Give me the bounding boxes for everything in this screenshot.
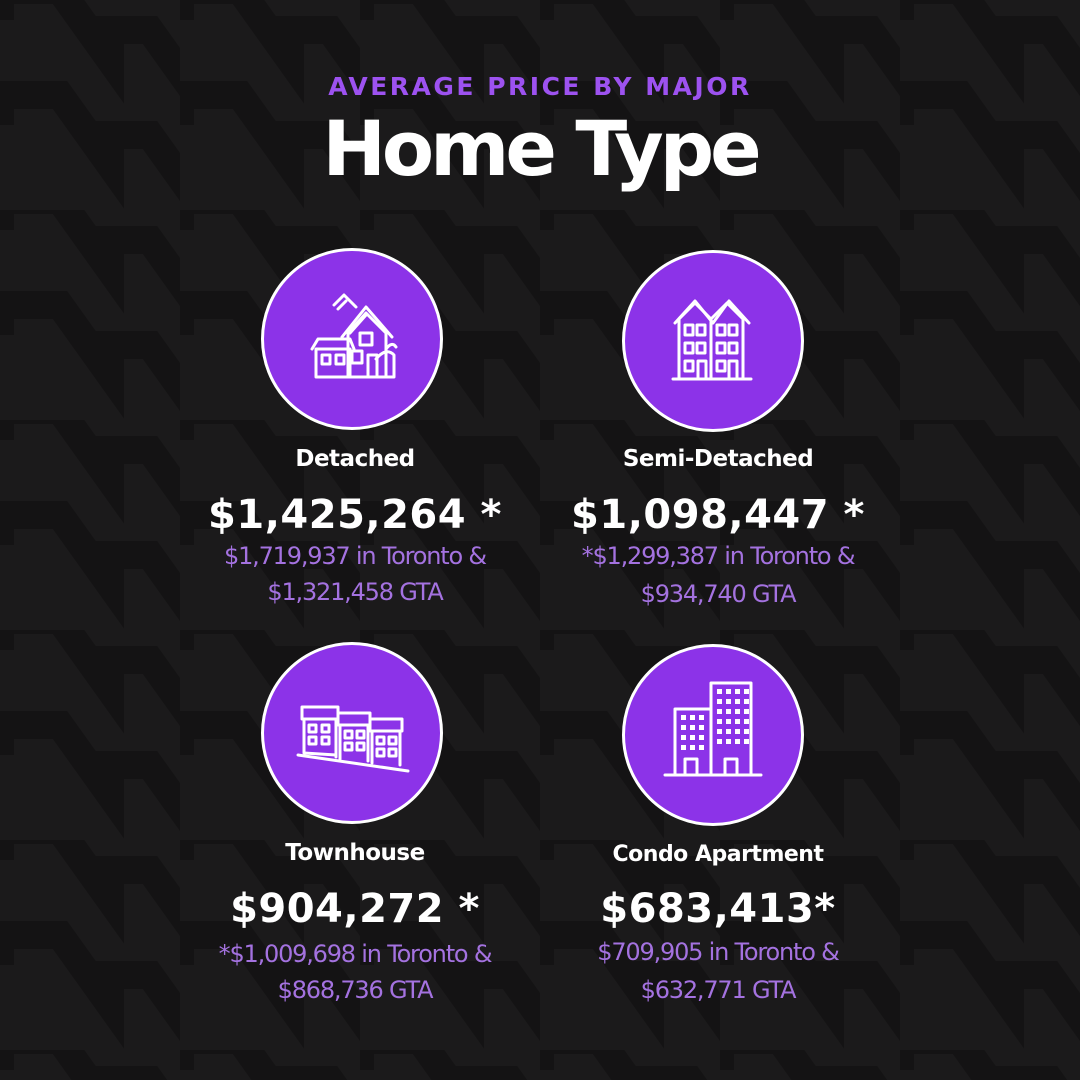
page-title: Home Type bbox=[322, 104, 761, 193]
card-detail-line2: $868,736 GTA bbox=[277, 976, 434, 1004]
card-price: $1,425,264 * bbox=[208, 492, 502, 538]
card-detail-line2: $934,740 GTA bbox=[640, 580, 797, 608]
card-label: Townhouse bbox=[285, 840, 425, 866]
card-detail-line2: $632,771 GTA bbox=[640, 976, 797, 1004]
semi-detached-icon-circle bbox=[622, 250, 804, 432]
card-detail-line1: $709,905 in Toronto & bbox=[597, 938, 840, 966]
card-label: Semi-Detached bbox=[622, 446, 814, 472]
detached-icon-circle bbox=[261, 248, 443, 430]
card-detail-line1: *$1,299,387 in Toronto & bbox=[581, 542, 856, 570]
detached-house-icon bbox=[310, 293, 398, 379]
card-label: Condo Apartment bbox=[612, 842, 824, 867]
card-label: Detached bbox=[295, 446, 415, 472]
page-subtitle: AVERAGE PRICE BY MAJOR bbox=[328, 72, 752, 101]
townhouse-icon bbox=[296, 705, 410, 773]
card-price: $904,272 * bbox=[230, 886, 480, 932]
card-price: $1,098,447 * bbox=[571, 492, 865, 538]
card-detail-line1: *$1,009,698 in Toronto & bbox=[218, 940, 493, 968]
condo-apartment-icon bbox=[663, 681, 763, 777]
townhouse-icon-circle bbox=[261, 642, 443, 824]
card-price: $683,413* bbox=[600, 886, 836, 932]
card-detail-line1: $1,719,937 in Toronto & bbox=[224, 542, 487, 570]
semi-detached-house-icon bbox=[671, 299, 753, 381]
card-detail-line2: $1,321,458 GTA bbox=[267, 578, 443, 606]
condo-icon-circle bbox=[622, 644, 804, 826]
